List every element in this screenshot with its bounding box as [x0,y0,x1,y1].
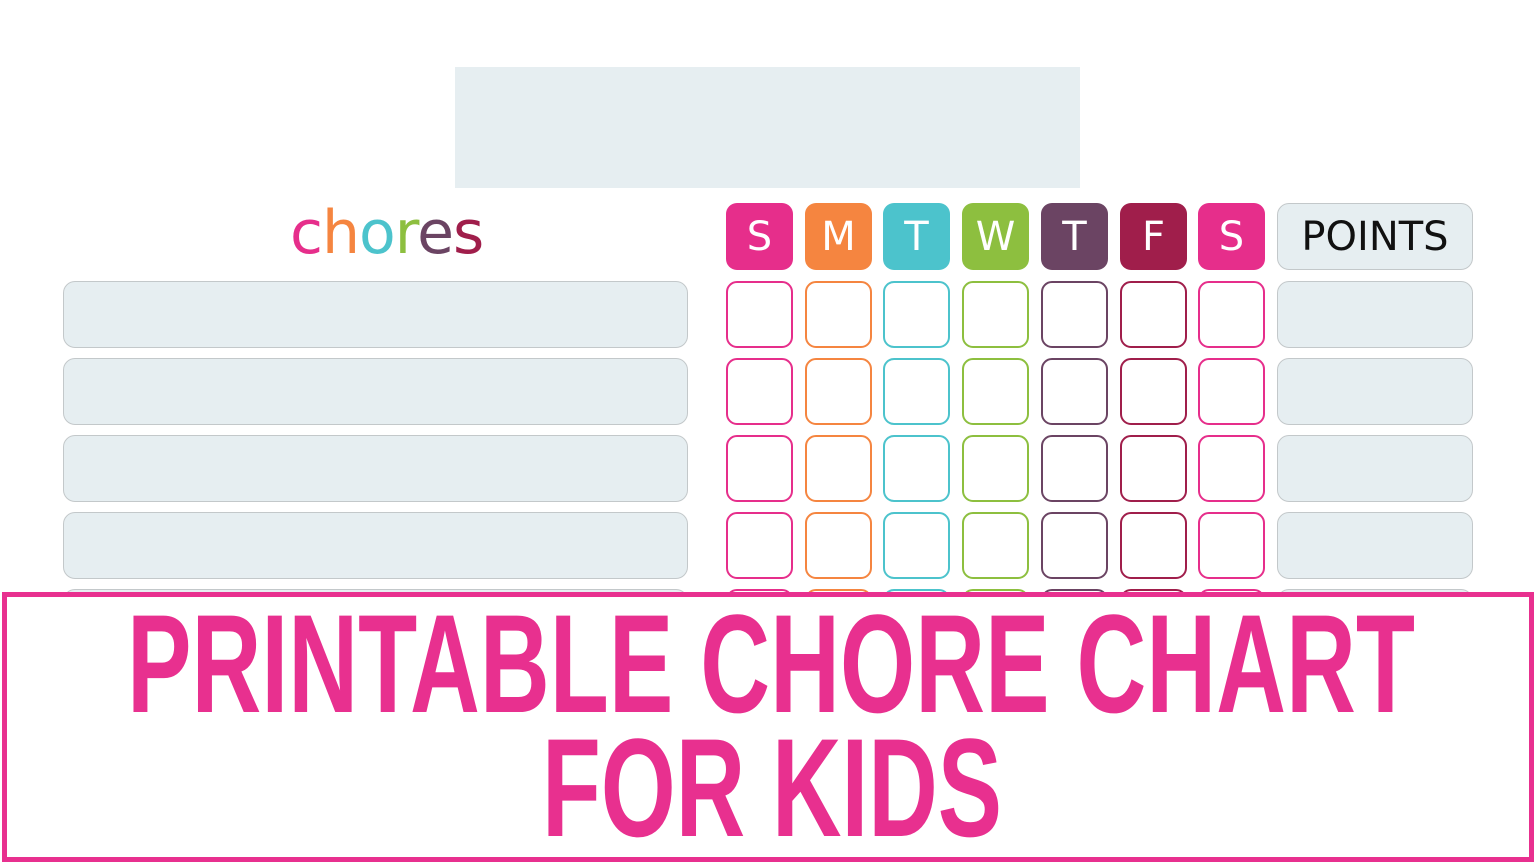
day-checkbox[interactable] [962,281,1029,348]
day-label: W [975,213,1016,260]
day-checkbox[interactable] [1041,512,1108,579]
day-checkbox[interactable] [1198,358,1265,425]
chores-letter: h [322,198,360,268]
chores-heading: chores [290,198,484,268]
chore-field[interactable] [63,281,688,348]
day-checkbox[interactable] [962,512,1029,579]
day-label: S [746,213,773,260]
day-checkbox[interactable] [1041,281,1108,348]
day-checkbox[interactable] [962,435,1029,502]
day-checkbox[interactable] [805,435,872,502]
day-checkbox[interactable] [805,281,872,348]
day-label: S [1218,213,1245,260]
banner-line-2: FOR KIDS [542,709,1002,857]
points-field[interactable] [1277,358,1473,425]
day-header: W [962,203,1029,270]
day-label: T [1062,213,1087,260]
day-checkbox[interactable] [726,358,793,425]
day-checkbox[interactable] [1120,512,1187,579]
chore-field[interactable] [63,435,688,502]
chore-field[interactable] [63,358,688,425]
day-checkbox[interactable] [1198,435,1265,502]
day-checkbox[interactable] [726,512,793,579]
chores-letter: o [359,198,396,268]
day-checkbox[interactable] [1041,358,1108,425]
points-field[interactable] [1277,512,1473,579]
chart-title-box [455,67,1080,188]
day-checkbox[interactable] [805,358,872,425]
banner-line-1: PRINTABLE CHORE CHART [127,597,1415,742]
chores-letter: c [290,198,323,268]
day-checkbox[interactable] [1120,358,1187,425]
day-checkbox[interactable] [883,358,950,425]
day-header: M [805,203,872,270]
points-label: POINTS [1301,213,1449,260]
day-checkbox[interactable] [726,281,793,348]
day-checkbox[interactable] [1120,281,1187,348]
day-checkbox[interactable] [726,435,793,502]
day-header: S [726,203,793,270]
day-checkbox[interactable] [1041,435,1108,502]
day-label: T [904,213,929,260]
day-checkbox[interactable] [1120,435,1187,502]
day-header: S [1198,203,1265,270]
day-checkbox[interactable] [883,435,950,502]
day-header: T [1041,203,1108,270]
day-checkbox[interactable] [1198,512,1265,579]
day-checkbox[interactable] [883,281,950,348]
chore-field[interactable] [63,512,688,579]
chores-letter: s [453,198,484,268]
title-banner: PRINTABLE CHORE CHART FOR KIDS [2,592,1534,862]
day-label: F [1141,213,1165,260]
points-field[interactable] [1277,435,1473,502]
day-header: F [1120,203,1187,270]
day-checkbox[interactable] [1198,281,1265,348]
points-field[interactable] [1277,281,1473,348]
points-header: POINTS [1277,203,1473,270]
chores-letter: e [417,198,454,268]
day-checkbox[interactable] [805,512,872,579]
day-checkbox[interactable] [962,358,1029,425]
day-label: M [821,213,856,260]
chores-letter: r [394,198,418,268]
day-checkbox[interactable] [883,512,950,579]
day-header: T [883,203,950,270]
